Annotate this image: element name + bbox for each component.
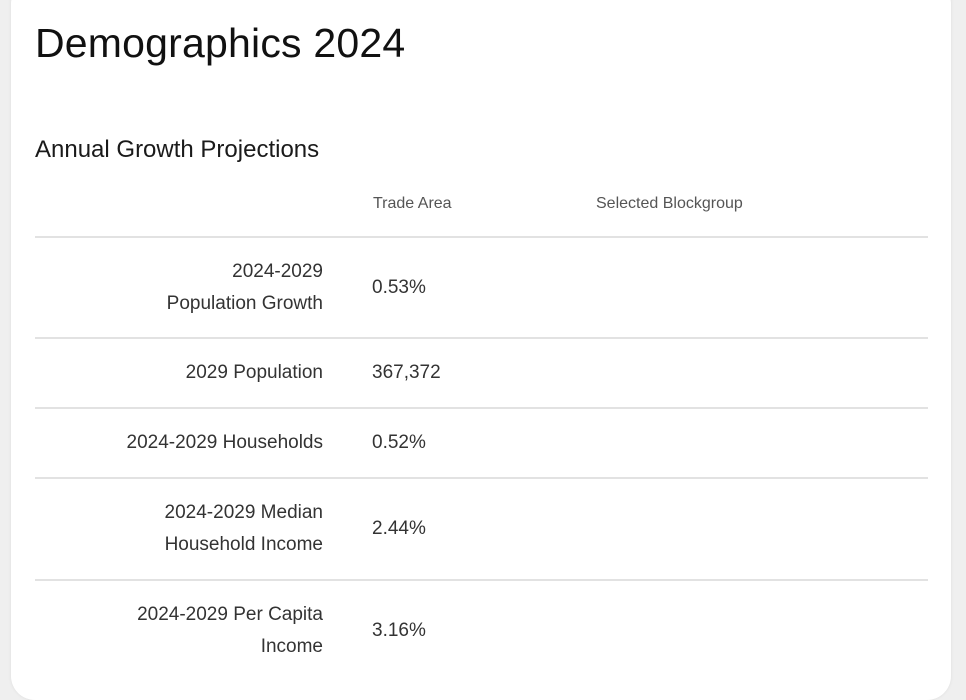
table-row: 2024-2029 Households 0.52% bbox=[35, 409, 928, 479]
trade-area-value: 3.16% bbox=[372, 620, 426, 641]
page-title: Demographics 2024 bbox=[35, 20, 406, 66]
table-row: 2024-2029 Median Household Income 2.44% bbox=[35, 479, 928, 581]
table-row: 2029 Population 367,372 bbox=[35, 339, 928, 409]
row-label: 2029 Population bbox=[185, 362, 323, 383]
column-header-trade-area: Trade Area bbox=[373, 195, 452, 212]
trade-area-value: 2.44% bbox=[372, 518, 426, 539]
trade-area-value: 367,372 bbox=[372, 362, 441, 383]
row-label: 2024-2029 Population Growth bbox=[166, 260, 323, 314]
row-label: 2024-2029 Households bbox=[126, 432, 324, 453]
demographics-card: Demographics 2024 Annual Growth Projecti… bbox=[11, 0, 951, 700]
trade-area-value: 0.52% bbox=[372, 432, 426, 453]
row-label: 2024-2029 Median Household Income bbox=[164, 502, 323, 555]
table-row: 2024-2029 Per Capita Income 3.16% bbox=[35, 581, 928, 681]
section-title: Annual Growth Projections bbox=[35, 136, 320, 163]
row-label: 2024-2029 Per Capita Income bbox=[137, 604, 323, 657]
column-header-selected-blockgroup: Selected Blockgroup bbox=[596, 195, 743, 212]
trade-area-value: 0.53% bbox=[372, 276, 426, 298]
table-row: 2024-2029 Population Growth 0.53% bbox=[35, 238, 928, 339]
growth-table: 2024-2029 Population Growth 0.53% 2029 P… bbox=[35, 236, 928, 681]
